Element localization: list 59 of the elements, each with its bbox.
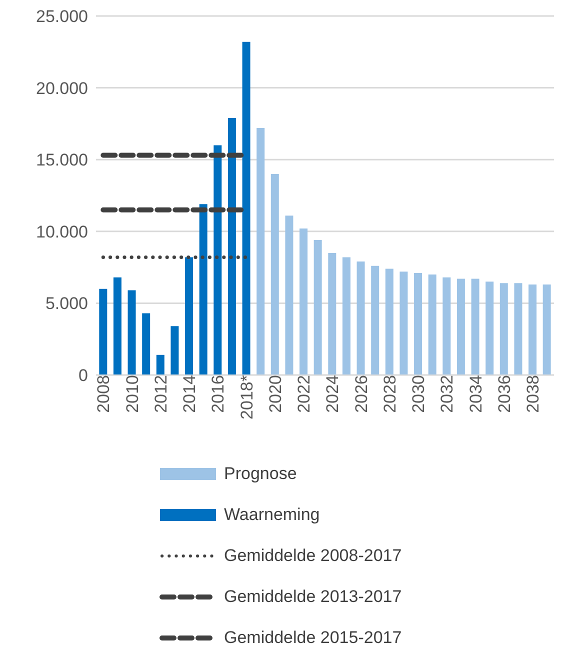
bar <box>256 128 265 375</box>
x-tick-label: 2016 <box>208 375 228 413</box>
bar <box>442 277 451 375</box>
x-tick-label: 2026 <box>352 375 371 413</box>
bar <box>414 273 422 375</box>
x-tick-label: 2036 <box>494 375 514 413</box>
x-tick-label: 2034 <box>466 375 486 413</box>
x-tick-label: 2014 <box>180 375 200 413</box>
legend-label: Gemiddelde 2008-2017 <box>224 546 402 566</box>
bar <box>300 228 308 375</box>
y-tick-label: 20.000 <box>36 78 88 98</box>
y-tick-label: 25.000 <box>36 7 88 26</box>
bar <box>285 216 294 375</box>
bar <box>228 118 236 375</box>
x-tick-label: 2024 <box>323 375 342 413</box>
y-tick-label: 10.000 <box>36 222 88 242</box>
bar <box>314 240 322 375</box>
bar <box>471 278 480 375</box>
legend-label: Gemiddelde 2015-2017 <box>224 628 402 648</box>
legend-label: Prognose <box>224 464 297 484</box>
x-tick-label: 2028 <box>380 375 400 413</box>
bar <box>542 284 551 375</box>
y-tick-label: 15.000 <box>36 150 88 170</box>
bar <box>128 290 136 375</box>
y-tick-label: 5.000 <box>45 294 88 314</box>
x-tick-label: 2020 <box>266 375 285 413</box>
legend-label: Gemiddelde 2013-2017 <box>224 586 402 606</box>
x-tick-label: 2022 <box>294 375 314 413</box>
bar <box>456 278 465 375</box>
bar <box>428 274 436 375</box>
bar <box>371 266 380 375</box>
x-tick-label: 2018* <box>237 374 256 420</box>
bar <box>400 272 408 375</box>
bar <box>500 283 508 375</box>
legend-label: Waarneming <box>224 504 320 524</box>
bar <box>185 257 194 375</box>
x-tick-label: 2010 <box>122 375 142 413</box>
x-tick-label: 2008 <box>94 375 114 413</box>
x-tick-label: 2038 <box>524 375 543 413</box>
bar <box>342 257 350 375</box>
bar <box>514 283 522 375</box>
bar <box>156 354 164 375</box>
x-tick-label: 2032 <box>438 375 457 413</box>
bar <box>113 277 122 375</box>
bar <box>142 313 150 375</box>
x-tick-label: 2030 <box>409 375 428 413</box>
bar <box>356 262 365 375</box>
x-tick-label: 2012 <box>151 375 170 413</box>
bar <box>214 145 222 375</box>
bar <box>170 326 179 375</box>
bar <box>486 282 494 375</box>
bar <box>242 42 250 375</box>
bar <box>99 288 108 375</box>
bar <box>328 252 336 375</box>
bar <box>385 268 394 375</box>
bar <box>528 284 537 375</box>
bar <box>270 174 279 375</box>
bar <box>199 204 208 375</box>
y-tick-label: 0 <box>78 366 88 386</box>
